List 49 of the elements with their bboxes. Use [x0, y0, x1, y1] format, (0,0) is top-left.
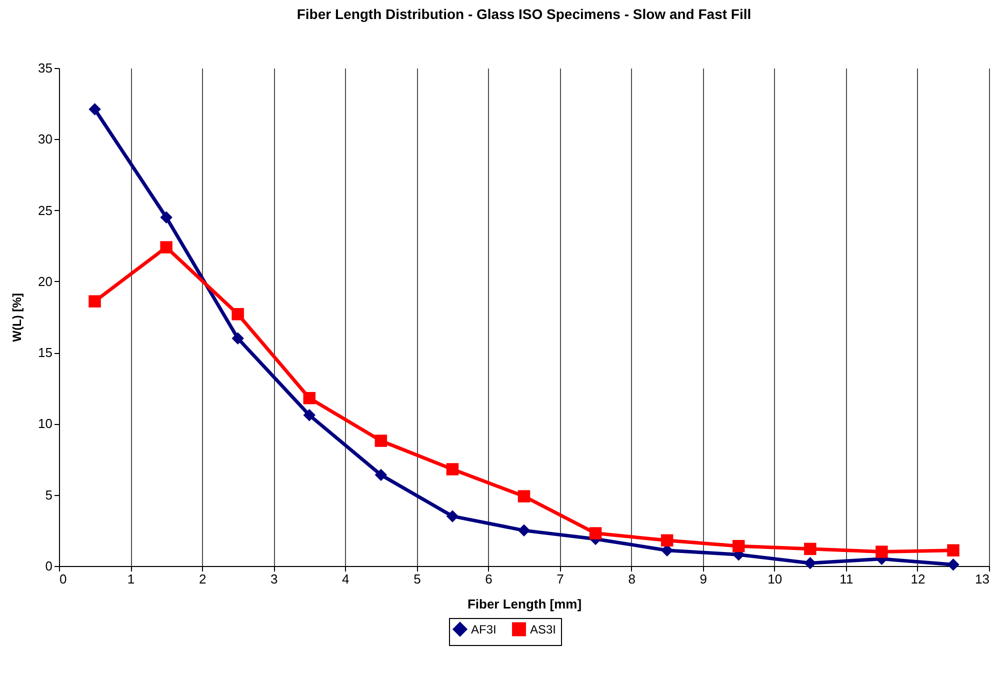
point — [446, 463, 459, 476]
x-tick-label: 10 — [768, 572, 782, 586]
x-tick-label: 5 — [414, 572, 421, 586]
point — [160, 211, 172, 224]
y-tick-label: 30 — [38, 132, 52, 147]
point — [88, 295, 101, 308]
x-tick-label: 2 — [198, 572, 206, 586]
point — [804, 542, 816, 556]
point — [732, 540, 745, 552]
x-tick-label: 1 — [127, 572, 135, 586]
point — [446, 510, 459, 522]
y-tick-label: 5 — [45, 487, 52, 502]
y-tick-label: 20 — [38, 274, 52, 289]
x-tick-label: 0 — [60, 572, 67, 586]
x-tick-label: 7 — [556, 572, 564, 586]
x-tick-label: 11 — [840, 572, 854, 586]
point — [303, 409, 316, 422]
x-tick-label: 6 — [485, 572, 492, 586]
point — [374, 434, 388, 447]
y-axis-title: W(L) [%] — [10, 293, 24, 342]
point — [947, 544, 960, 556]
point — [589, 527, 602, 540]
point — [88, 103, 101, 116]
y-tick-label: 25 — [38, 202, 52, 218]
x-tick-label: 3 — [270, 572, 278, 586]
x-tick-label: 9 — [700, 572, 707, 586]
legend-label: AF3I — [471, 622, 496, 636]
point — [374, 468, 388, 482]
point — [518, 524, 530, 537]
chart-title: Fiber Length Distribution - Glass ISO Specimens - Slow and Fast Fill — [296, 6, 752, 22]
point — [232, 308, 244, 320]
y-tick-label: 15 — [38, 345, 52, 360]
x-tick-label: 4 — [342, 572, 350, 586]
y-tick-label: 10 — [38, 416, 52, 432]
x-tick-label: 8 — [628, 572, 636, 586]
point — [518, 490, 530, 502]
legend-label: AS3I — [530, 622, 556, 636]
y-tick-label: 35 — [38, 60, 52, 76]
y-tick-label: 0 — [45, 558, 52, 574]
x-axis-title: Fiber Length [mm] — [467, 596, 582, 612]
point — [232, 332, 244, 344]
point — [804, 557, 816, 570]
point — [876, 546, 888, 558]
point — [947, 558, 960, 571]
point — [660, 534, 674, 547]
x-tick-label: 12 — [910, 572, 926, 586]
point — [303, 392, 316, 404]
x-tick-label: 13 — [975, 572, 990, 586]
point — [160, 241, 172, 254]
